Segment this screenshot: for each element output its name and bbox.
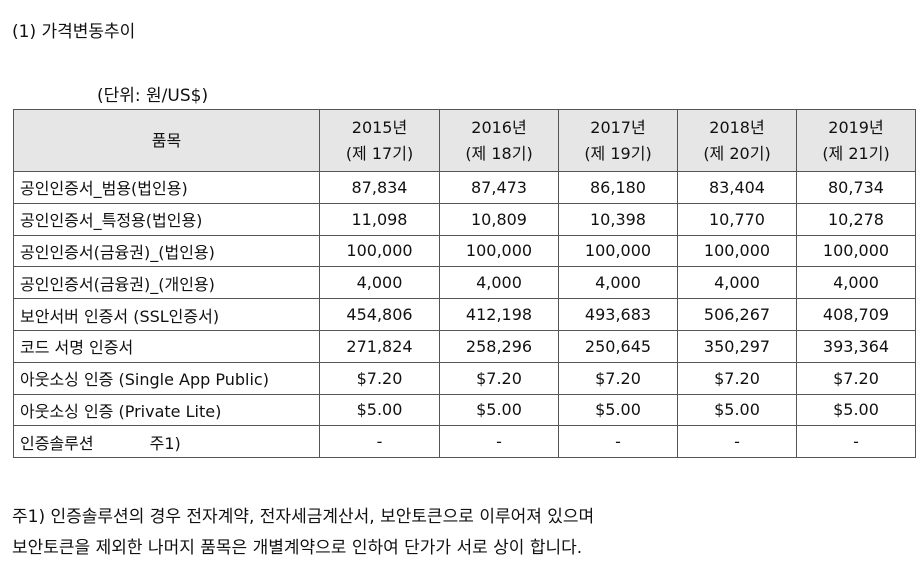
item-name: 공인인증서_특정용(법인용)	[20, 211, 203, 231]
price-cell: 258,296	[439, 329, 559, 363]
item-name: 공인인증서_범용(법인용)	[20, 179, 188, 199]
item-cell: 아웃소싱 인증 (Single App Public)	[13, 361, 320, 395]
price-cell: 271,824	[319, 329, 440, 363]
price-cell: -	[677, 425, 797, 459]
item-name: 아웃소싱 인증 (Private Lite)	[20, 401, 222, 421]
price-cell: $7.20	[677, 361, 797, 395]
item-column-header: 품목	[13, 109, 320, 172]
item-name: 코드 서명 인증서	[20, 338, 134, 358]
year-label: 2016년	[471, 117, 527, 137]
price-cell: $5.00	[439, 393, 559, 427]
price-cell: -	[319, 425, 440, 459]
footnote-line: 보안토큰을 제외한 나머지 품목은 개별계약으로 인하여 단가가 서로 상이 합…	[12, 538, 583, 558]
price-cell: -	[796, 425, 916, 459]
price-cell: 10,770	[677, 202, 797, 236]
price-cell: 250,645	[558, 329, 678, 363]
price-cell: 350,297	[677, 329, 797, 363]
term-label: (제 21기)	[822, 143, 890, 163]
price-cell: 454,806	[319, 298, 440, 331]
table-header-row: 품목 2015년 (제 17기) 2016년 (제 18기) 2017년 (제 19기…	[13, 109, 916, 172]
price-cell: 10,278	[796, 202, 916, 236]
price-cell: 100,000	[439, 234, 559, 268]
price-cell: $5.00	[319, 393, 440, 427]
price-cell: $5.00	[677, 393, 797, 427]
section-title: (1) 가격변동추이	[12, 22, 136, 42]
price-cell: 100,000	[319, 234, 440, 268]
price-cell: 86,180	[558, 171, 678, 204]
term-label: (제 20기)	[703, 143, 771, 163]
price-trend-table: 품목 2015년 (제 17기) 2016년 (제 18기) 2017년 (제 19기…	[13, 109, 916, 459]
price-cell: $5.00	[796, 393, 916, 427]
year-label: 2018년	[709, 117, 765, 137]
item-name: 인증솔루션	[20, 433, 94, 453]
year-column-header: 2019년 (제 21기)	[796, 109, 916, 172]
price-cell: 412,198	[439, 298, 559, 331]
term-label: (제 17기)	[345, 143, 414, 163]
price-cell: 100,000	[677, 234, 797, 268]
price-cell: $7.20	[319, 361, 440, 395]
price-cell: -	[439, 425, 559, 459]
price-cell: $7.20	[796, 361, 916, 395]
price-cell: 4,000	[558, 266, 678, 300]
item-name: 공인인증서(금융권)_(법인용)	[20, 242, 215, 262]
year-column-header: 2015년 (제 17기)	[319, 109, 440, 172]
price-cell: 100,000	[558, 234, 678, 268]
price-cell: 393,364	[796, 329, 916, 363]
table-row: 아웃소싱 인증 (Private Lite) $5.00 $5.00 $5.00 $5.…	[13, 393, 916, 427]
table-row: 공인인증서_범용(법인용) 87,834 87,473 86,180 83,404 80,…	[13, 171, 916, 204]
item-cell: 코드 서명 인증서	[13, 329, 320, 363]
price-cell: 4,000	[677, 266, 797, 300]
price-cell: $5.00	[558, 393, 678, 427]
price-cell: 87,473	[439, 171, 559, 204]
item-name: 아웃소싱 인증 (Single App Public)	[20, 370, 269, 390]
item-cell: 공인인증서(금융권)_(개인용)	[13, 266, 320, 300]
price-cell: -	[558, 425, 678, 459]
table-row: 공인인증서_특정용(법인용) 11,098 10,809 10,398 10,770 10…	[13, 202, 916, 236]
item-name: 보안서버 인증서 (SSL인증서)	[20, 306, 220, 326]
price-cell: 408,709	[796, 298, 916, 331]
table-row: 인증솔루션 주1) - - - - -	[13, 425, 916, 459]
price-cell: 11,098	[319, 202, 440, 236]
table-row: 코드 서명 인증서 271,824 258,296 250,645 350,297 393…	[13, 329, 916, 363]
table-row: 아웃소싱 인증 (Single App Public) $7.20 $7.20 $7.…	[13, 361, 916, 395]
item-cell: 공인인증서_특정용(법인용)	[13, 202, 320, 236]
price-cell: 100,000	[796, 234, 916, 268]
item-cell: 아웃소싱 인증 (Private Lite)	[13, 393, 320, 427]
item-cell: 보안서버 인증서 (SSL인증서)	[13, 298, 320, 331]
price-cell: 10,809	[439, 202, 559, 236]
price-cell: 506,267	[677, 298, 797, 331]
year-column-header: 2016년 (제 18기)	[439, 109, 559, 172]
price-cell: 493,683	[558, 298, 678, 331]
price-cell: 10,398	[558, 202, 678, 236]
term-label: (제 18기)	[465, 143, 533, 163]
year-label: 2017년	[590, 117, 646, 137]
price-cell: 80,734	[796, 171, 916, 204]
price-cell: $7.20	[439, 361, 559, 395]
price-cell: $7.20	[558, 361, 678, 395]
item-cell: 공인인증서_범용(법인용)	[13, 171, 320, 204]
price-cell: 4,000	[319, 266, 440, 300]
year-column-header: 2017년 (제 19기)	[558, 109, 678, 172]
item-note: 주1)	[149, 433, 181, 453]
table-row: 공인인증서(금융권)_(법인용) 100,000 100,000 100,000 100…	[13, 234, 916, 268]
item-cell: 인증솔루션 주1)	[13, 425, 320, 459]
price-cell: 4,000	[439, 266, 559, 300]
unit-label: (단위: 원/US$)	[97, 86, 209, 106]
year-label: 2019년	[828, 117, 884, 137]
year-label: 2015년	[351, 117, 408, 137]
price-cell: 87,834	[319, 171, 440, 204]
table-row: 공인인증서(금융권)_(개인용) 4,000 4,000 4,000 4,000 4,00…	[13, 266, 916, 300]
item-name: 공인인증서(금융권)_(개인용)	[20, 274, 215, 294]
year-column-header: 2018년 (제 20기)	[677, 109, 797, 172]
term-label: (제 19기)	[584, 143, 652, 163]
table-row: 보안서버 인증서 (SSL인증서) 454,806 412,198 493,683 50…	[13, 298, 916, 331]
item-cell: 공인인증서(금융권)_(법인용)	[13, 234, 320, 268]
price-cell: 4,000	[796, 266, 916, 300]
price-cell: 83,404	[677, 171, 797, 204]
footnote-line: 주1) 인증솔루션의 경우 전자계약, 전자세금계산서, 보안토큰으로 이루어져…	[12, 507, 595, 527]
footnote: 주1) 인증솔루션의 경우 전자계약, 전자세금계산서, 보안토큰으로 이루어져…	[12, 502, 594, 564]
